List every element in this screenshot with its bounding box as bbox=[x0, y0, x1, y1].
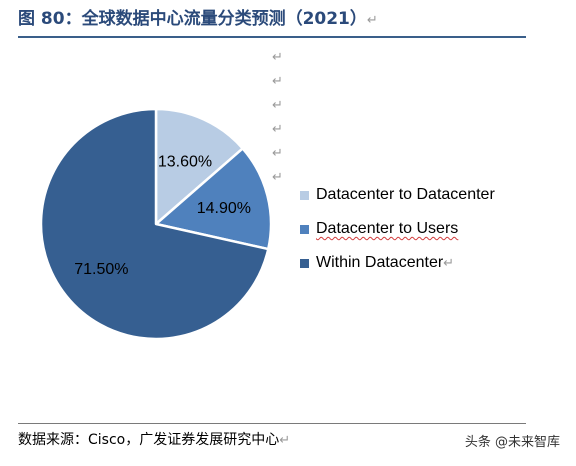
paragraph-mark-icon: ↵ bbox=[272, 50, 283, 65]
pie-labels: 13.60% 14.90% 71.50% bbox=[74, 153, 251, 277]
paragraph-mark-icon: ↵ bbox=[443, 256, 455, 271]
figure-title: 图 80：全球数据中心流量分类预测（2021）↵ bbox=[18, 8, 378, 32]
pie-data-label: 14.90% bbox=[197, 200, 251, 217]
paragraph-mark-icon: ↵ bbox=[279, 433, 291, 448]
paragraph-mark-icon: ↵ bbox=[272, 146, 283, 161]
pie-slice-within-datacenter bbox=[39, 107, 270, 341]
legend-label: Within Datacenter↵ bbox=[316, 252, 454, 275]
legend-item-datacenter-to-users: Datacenter to Users bbox=[300, 218, 550, 252]
legend-item-datacenter-to-datacenter: Datacenter to Datacenter bbox=[300, 184, 550, 218]
watermark: 头条 @未来智库 bbox=[464, 435, 560, 450]
legend-item-within-datacenter: Within Datacenter↵ bbox=[300, 252, 550, 286]
paragraph-mark-icon: ↵ bbox=[366, 13, 378, 28]
paragraph-mark-icon: ↵ bbox=[272, 74, 283, 89]
pie-data-label: 71.50% bbox=[74, 261, 128, 278]
legend-swatch bbox=[300, 225, 309, 234]
source-note-text: 数据来源：Cisco，广发证券发展研究中心 bbox=[18, 432, 280, 448]
legend-label: Datacenter to Users bbox=[316, 220, 459, 237]
paragraph-mark-icon: ↵ bbox=[272, 98, 283, 113]
source-note: 数据来源：Cisco，广发证券发展研究中心↵ bbox=[18, 430, 290, 451]
paragraph-mark-icon: ↵ bbox=[272, 170, 283, 185]
title-bar: 图 80：全球数据中心流量分类预测（2021）↵ bbox=[18, 8, 526, 38]
paragraph-marks: ↵ ↵ ↵ ↵ ↵ ↵ bbox=[272, 46, 288, 190]
legend-label-text: Within Datacenter bbox=[316, 254, 444, 271]
pie-slices bbox=[39, 107, 273, 341]
legend-label: Datacenter to Datacenter bbox=[316, 186, 495, 203]
pie-slice-datacenter-to-datacenter bbox=[154, 107, 244, 226]
legend-swatch bbox=[300, 191, 309, 200]
source-divider bbox=[18, 423, 526, 424]
paragraph-mark-icon: ↵ bbox=[272, 122, 283, 137]
legend-swatch bbox=[300, 259, 309, 268]
chart-legend: Datacenter to Datacenter Datacenter to U… bbox=[300, 184, 550, 286]
figure-title-text: 图 80：全球数据中心流量分类预测（2021） bbox=[18, 9, 367, 29]
pie-slice-datacenter-to-users bbox=[154, 147, 273, 251]
pie-data-label: 13.60% bbox=[158, 153, 212, 170]
